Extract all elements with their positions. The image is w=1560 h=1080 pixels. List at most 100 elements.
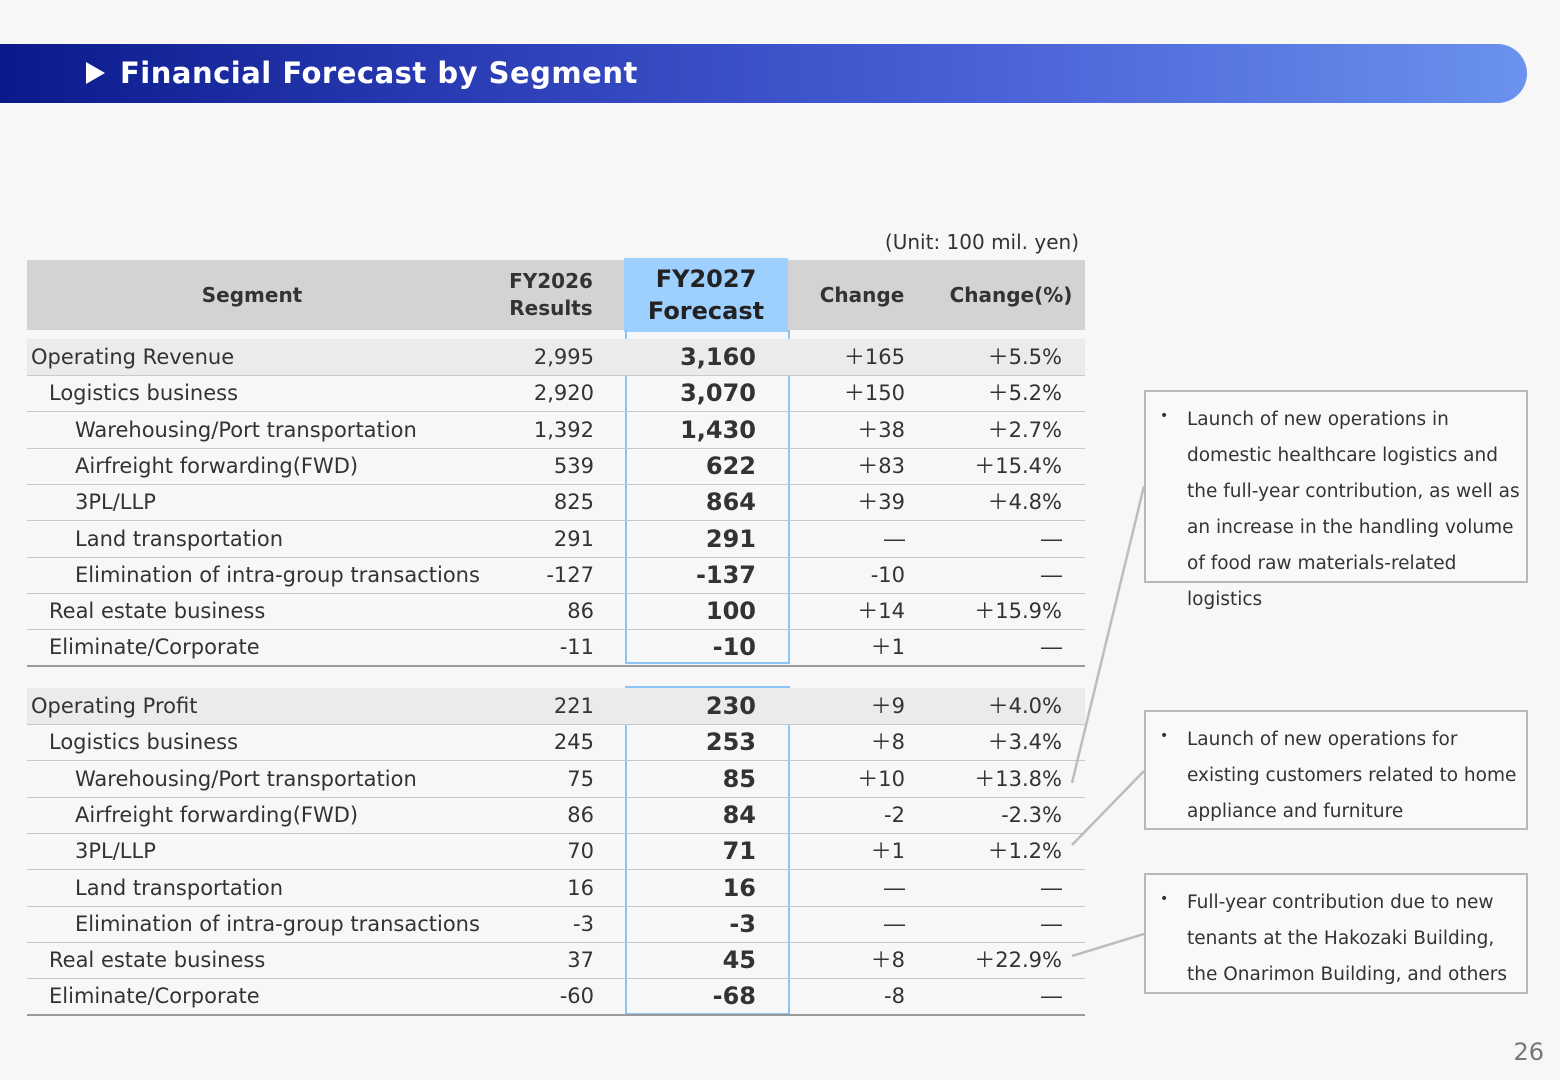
note-box-warehousing: • Launch of new operations in domestic h… — [1144, 390, 1528, 610]
change-cell: ＋150 — [843, 381, 905, 406]
forecast-cell: 864 — [705, 488, 756, 517]
forecast-cell: -68 — [712, 982, 756, 1011]
results-cell: 70 — [567, 839, 594, 864]
table-row: Real estate business 37 45 ＋8 ＋22.9% — [27, 942, 1085, 980]
change-pct-cell: ＋15.4% — [974, 453, 1062, 478]
forecast-cell: -10 — [712, 633, 756, 662]
change-pct-cell: ― — [1041, 984, 1062, 1009]
forecast-cell: 3,070 — [680, 379, 756, 408]
header-forecast-line2: Forecast — [647, 297, 765, 325]
table-row: Eliminate/Corporate -60 -68 -8 ― — [27, 978, 1085, 1017]
change-cell: ＋14 — [857, 599, 905, 624]
segment-cell: 3PL/LLP — [75, 839, 156, 864]
change-cell: -2 — [884, 802, 905, 827]
segment-cell: Airfreight forwarding(FWD) — [75, 453, 359, 478]
results-cell: -11 — [559, 635, 594, 660]
table-row: 3PL/LLP 70 71 ＋1 ＋1.2% — [27, 833, 1085, 871]
change-cell: ＋1 — [870, 839, 905, 864]
leader-line-warehousing — [1070, 485, 1146, 784]
table-header: Segment FY2026 Results Change Change(%) — [27, 260, 1085, 330]
change-pct-cell: ＋3.4% — [987, 730, 1062, 755]
leader-line-real-estate — [1071, 932, 1145, 958]
results-cell: 825 — [553, 490, 594, 515]
forecast-column-highlight-revenue — [625, 330, 790, 664]
change-cell: ＋39 — [857, 490, 905, 515]
segment-cell: Operating Revenue — [31, 345, 235, 369]
forecast-cell: 16 — [722, 873, 756, 902]
leader-line-3pl — [1071, 770, 1145, 846]
forecast-cell: 85 — [722, 764, 756, 793]
change-pct-cell: ＋22.9% — [974, 948, 1062, 973]
table-row: Eliminate/Corporate -11 -10 ＋1 ― — [27, 629, 1085, 668]
unit-label: (Unit: 100 mil. yen) — [884, 230, 1079, 254]
forecast-cell: 622 — [705, 451, 756, 480]
forecast-cell: 3,160 — [680, 343, 756, 371]
table-row: Logistics business 245 253 ＋8 ＋3.4% — [27, 724, 1085, 762]
segment-cell: Airfreight forwarding(FWD) — [75, 802, 359, 827]
forecast-cell: 71 — [722, 837, 756, 866]
header-forecast-line1: FY2027 — [655, 264, 757, 293]
change-pct-cell: ― — [1041, 635, 1062, 660]
change-pct-cell: ― — [1041, 526, 1062, 551]
table-row: Warehousing/Port transportation 1,392 1,43… — [27, 412, 1085, 449]
segment-cell: Warehousing/Port transportation — [75, 417, 417, 442]
forecast-cell: 100 — [705, 597, 756, 626]
results-cell: 539 — [553, 453, 594, 478]
change-pct-cell: ― — [1041, 911, 1062, 936]
segment-cell: Real estate business — [49, 599, 266, 624]
forecast-cell: 84 — [722, 800, 756, 829]
table-row: Land transportation 16 16 ― ― — [27, 870, 1085, 907]
header-change-pct: Change(%) — [949, 282, 1073, 307]
results-cell: -60 — [559, 984, 594, 1009]
change-cell: ― — [884, 875, 905, 900]
table-row: Airfreight forwarding(FWD) 86 84 -2 -2.3% — [27, 797, 1085, 834]
segment-cell: Land transportation — [75, 875, 284, 900]
forecast-cell: -3 — [729, 909, 756, 938]
segment-cell: Operating Profit — [31, 694, 198, 718]
segment-cell: Elimination of intra-group transactions — [75, 562, 480, 587]
header-results: FY2026 Results — [477, 260, 625, 330]
play-arrow-icon — [86, 62, 105, 84]
change-pct-cell: ― — [1041, 875, 1062, 900]
results-cell: 245 — [553, 730, 594, 755]
page-title: Financial Forecast by Segment — [120, 56, 638, 90]
change-pct-cell: ＋4.0% — [987, 694, 1062, 718]
change-cell: ＋8 — [870, 948, 905, 973]
note-bullet: • — [1160, 891, 1169, 907]
note-text: Full-year contribution due to new tenant… — [1187, 892, 1507, 985]
change-pct-cell: ― — [1041, 562, 1062, 587]
header-results-line1: FY2026 — [509, 269, 593, 293]
change-pct-cell: ＋2.7% — [987, 417, 1062, 442]
change-pct-cell: ＋13.8% — [974, 766, 1062, 791]
page-number: 26 — [1513, 1038, 1544, 1066]
segment-cell: Warehousing/Port transportation — [75, 766, 417, 791]
results-cell: -3 — [573, 911, 594, 936]
change-pct-cell: -2.3% — [1001, 802, 1062, 827]
results-cell: 86 — [567, 802, 594, 827]
change-pct-cell: ＋1.2% — [987, 839, 1062, 864]
change-cell: ＋8 — [870, 730, 905, 755]
segment-cell: Eliminate/Corporate — [49, 635, 260, 660]
change-cell: ＋10 — [857, 766, 905, 791]
change-pct-cell: ＋4.8% — [987, 490, 1062, 515]
table-row-total: Operating Revenue 2,995 3,160 ＋165 ＋5.5% — [27, 339, 1085, 376]
change-cell: -8 — [884, 984, 905, 1009]
results-cell: 86 — [567, 599, 594, 624]
header-results-line2: Results — [509, 296, 593, 320]
change-cell: ＋165 — [843, 345, 905, 369]
header-change: Change — [819, 282, 905, 307]
change-cell: ＋38 — [857, 417, 905, 442]
change-cell: ― — [884, 526, 905, 551]
forecast-cell: 253 — [705, 728, 756, 757]
change-cell: ＋1 — [870, 635, 905, 660]
header-segment: Segment — [201, 282, 303, 307]
table-row: Airfreight forwarding(FWD) 539 622 ＋83 ＋15.4… — [27, 448, 1085, 485]
segment-cell: 3PL/LLP — [75, 490, 156, 515]
change-cell: ＋9 — [870, 694, 905, 718]
segment-cell: Real estate business — [49, 948, 266, 973]
results-cell: 2,995 — [533, 345, 594, 369]
segment-cell: Logistics business — [49, 381, 239, 406]
results-cell: -127 — [546, 562, 594, 587]
note-text: Launch of new operations for existing cu… — [1187, 729, 1517, 822]
